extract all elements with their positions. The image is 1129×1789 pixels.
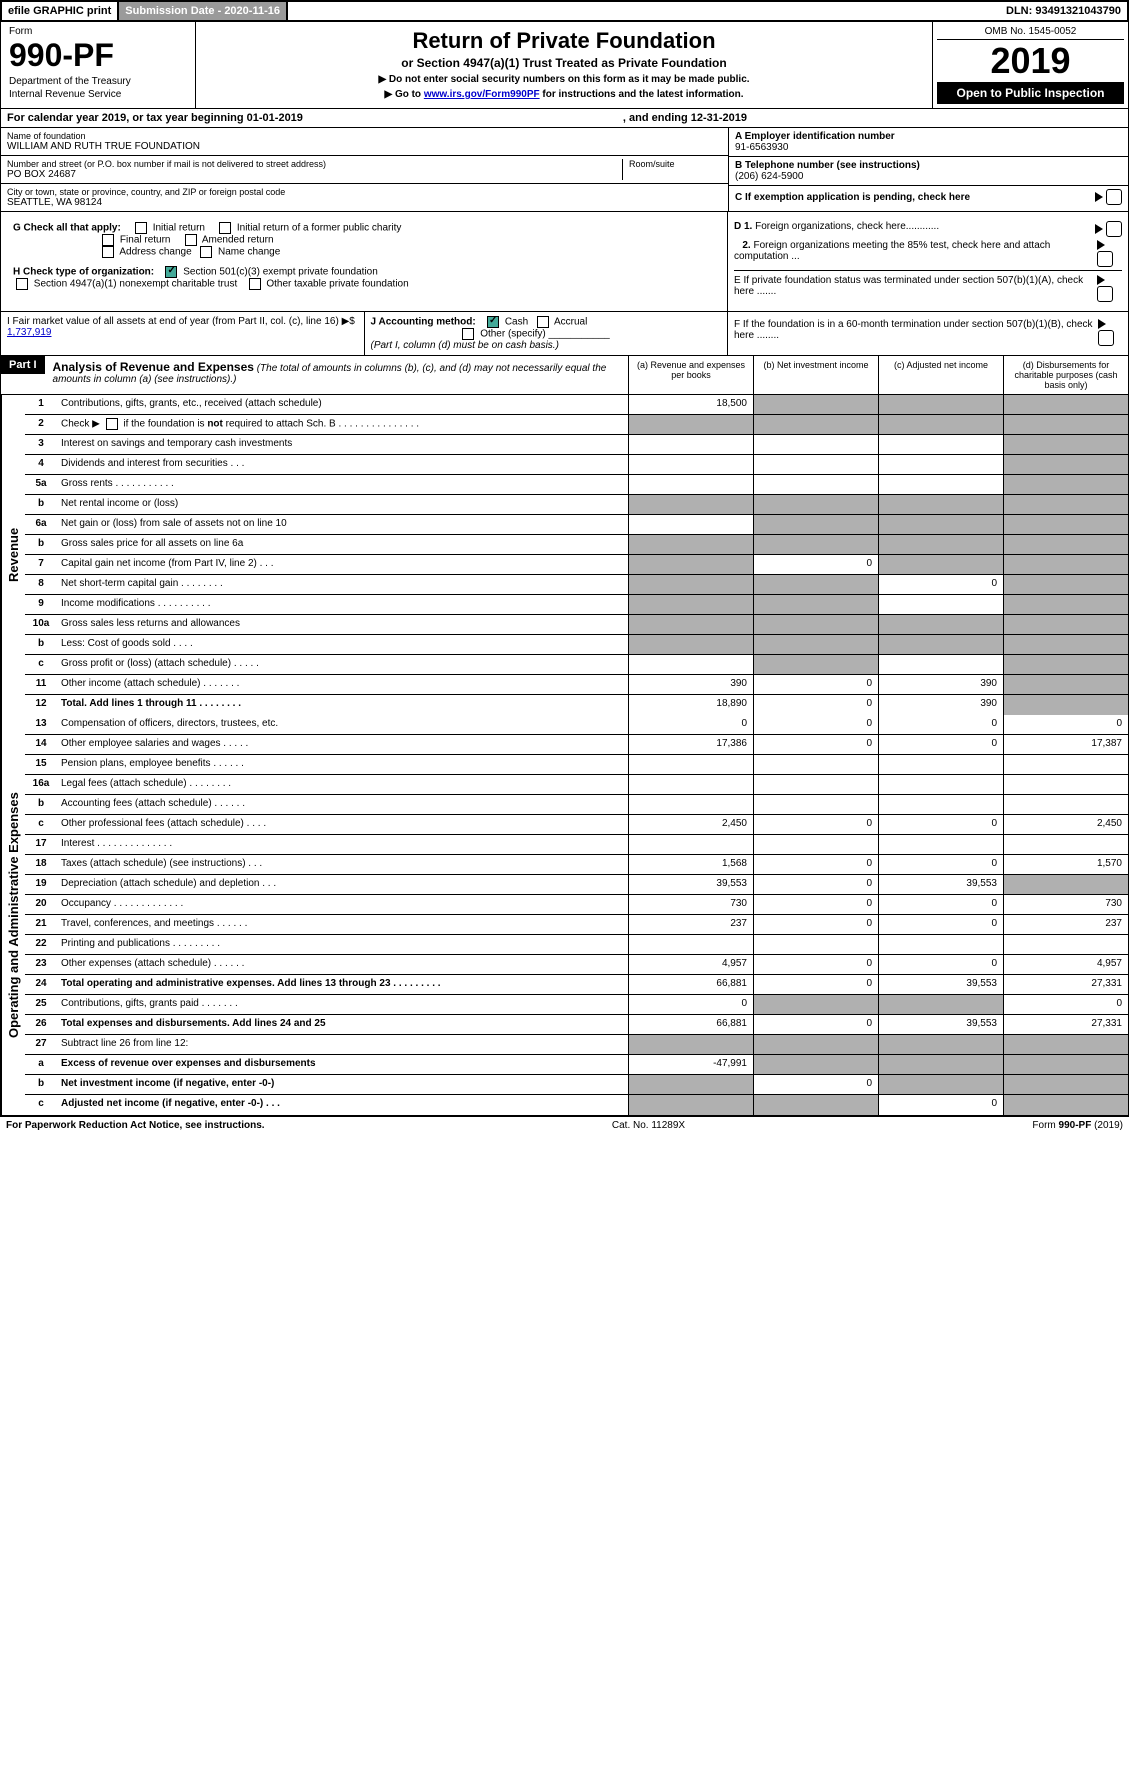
top-bar: efile GRAPHIC print Submission Date - 20… bbox=[0, 0, 1129, 22]
j-other-checkbox[interactable] bbox=[462, 328, 474, 340]
e-checkbox[interactable] bbox=[1097, 286, 1113, 302]
expenses-label: Operating and Administrative Expenses bbox=[1, 715, 25, 1115]
subtitle: or Section 4947(a)(1) Trust Treated as P… bbox=[202, 56, 926, 70]
addr-label: Number and street (or P.O. box number if… bbox=[7, 159, 622, 169]
c-label: C If exemption application is pending, c… bbox=[735, 192, 970, 203]
form-header: Form 990-PF Department of the Treasury I… bbox=[0, 22, 1129, 109]
efile-print-button[interactable]: efile GRAPHIC print bbox=[2, 2, 119, 20]
l2-checkbox[interactable] bbox=[106, 418, 118, 430]
entity-info: Name of foundation WILLIAM AND RUTH TRUE… bbox=[0, 128, 1129, 212]
phone: (206) 624-5900 bbox=[735, 171, 1122, 182]
form-label: Form bbox=[9, 26, 187, 37]
city-label: City or town, state or province, country… bbox=[7, 187, 722, 197]
checks-section: G Check all that apply: Initial return I… bbox=[0, 212, 1129, 356]
form-number-box: Form 990-PF Department of the Treasury I… bbox=[1, 22, 196, 108]
arrow-icon bbox=[1097, 275, 1105, 285]
form-ref: Form 990-PF (2019) bbox=[1032, 1120, 1123, 1131]
arrow-icon bbox=[1098, 319, 1106, 329]
h3-checkbox[interactable] bbox=[249, 278, 261, 290]
form990pf-link[interactable]: www.irs.gov/Form990PF bbox=[424, 89, 540, 100]
main-title: Return of Private Foundation bbox=[202, 28, 926, 54]
c-checkbox[interactable] bbox=[1106, 189, 1122, 205]
room-label: Room/suite bbox=[629, 159, 722, 169]
g1-checkbox[interactable] bbox=[135, 222, 147, 234]
city-state-zip: SEATTLE, WA 98124 bbox=[7, 197, 722, 208]
name-label: Name of foundation bbox=[7, 131, 722, 141]
ein-label: A Employer identification number bbox=[735, 131, 1122, 142]
d1-checkbox[interactable] bbox=[1106, 221, 1122, 237]
dept-treasury: Department of the Treasury bbox=[9, 76, 187, 87]
instr-2: ▶ Go to www.irs.gov/Form990PF for instru… bbox=[202, 89, 926, 100]
foundation-name: WILLIAM AND RUTH TRUE FOUNDATION bbox=[7, 141, 722, 152]
fmv-link[interactable]: 1,737,919 bbox=[7, 327, 52, 338]
instr-1: ▶ Do not enter social security numbers o… bbox=[202, 74, 926, 85]
omb-number: OMB No. 1545-0052 bbox=[937, 26, 1124, 40]
phone-label: B Telephone number (see instructions) bbox=[735, 160, 1122, 171]
page-footer: For Paperwork Reduction Act Notice, see … bbox=[0, 1116, 1129, 1134]
g3-checkbox[interactable] bbox=[102, 234, 114, 246]
part1-label: Part I bbox=[1, 356, 45, 374]
arrow-icon bbox=[1095, 224, 1103, 234]
g4-checkbox[interactable] bbox=[185, 234, 197, 246]
form-number: 990-PF bbox=[9, 37, 187, 74]
f-checkbox[interactable] bbox=[1098, 330, 1114, 346]
calendar-year-row: For calendar year 2019, or tax year begi… bbox=[0, 109, 1129, 128]
part1-header: Part I Analysis of Revenue and Expenses … bbox=[0, 356, 1129, 395]
dln: DLN: 93491321043790 bbox=[1000, 2, 1127, 20]
open-to-public: Open to Public Inspection bbox=[937, 82, 1124, 104]
tax-year: 2019 bbox=[937, 40, 1124, 82]
h2-checkbox[interactable] bbox=[16, 278, 28, 290]
g2-checkbox[interactable] bbox=[219, 222, 231, 234]
col-c-head: (c) Adjusted net income bbox=[878, 356, 1003, 394]
revenue-label: Revenue bbox=[1, 395, 25, 715]
h1-checkbox[interactable] bbox=[165, 266, 177, 278]
paperwork-notice: For Paperwork Reduction Act Notice, see … bbox=[6, 1120, 265, 1131]
irs-label: Internal Revenue Service bbox=[9, 89, 187, 100]
cat-no: Cat. No. 11289X bbox=[612, 1120, 685, 1131]
submission-date: Submission Date - 2020-11-16 bbox=[119, 2, 288, 20]
address: PO BOX 24687 bbox=[7, 169, 622, 180]
g5-checkbox[interactable] bbox=[102, 246, 114, 258]
arrow-icon bbox=[1095, 192, 1103, 202]
part1-table: Revenue 1Contributions, gifts, grants, e… bbox=[0, 395, 1129, 1116]
g6-checkbox[interactable] bbox=[200, 246, 212, 258]
d2-checkbox[interactable] bbox=[1097, 251, 1113, 267]
col-d-head: (d) Disbursements for charitable purpose… bbox=[1003, 356, 1128, 394]
year-box: OMB No. 1545-0052 2019 Open to Public In… bbox=[933, 22, 1128, 108]
ein: 91-6563930 bbox=[735, 142, 1122, 153]
title-box: Return of Private Foundation or Section … bbox=[196, 22, 933, 108]
j-accrual-checkbox[interactable] bbox=[537, 316, 549, 328]
arrow-icon bbox=[1097, 240, 1105, 250]
col-a-head: (a) Revenue and expenses per books bbox=[628, 356, 753, 394]
col-b-head: (b) Net investment income bbox=[753, 356, 878, 394]
j-cash-checkbox[interactable] bbox=[487, 316, 499, 328]
